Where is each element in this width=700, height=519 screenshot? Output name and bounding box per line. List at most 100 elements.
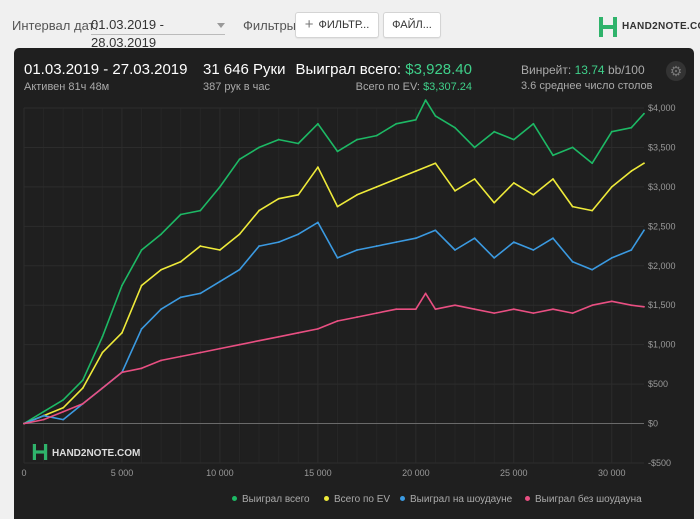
data-point	[140, 249, 143, 251]
data-point	[297, 142, 300, 145]
data-point	[395, 241, 398, 244]
data-point	[277, 335, 280, 338]
legend-item-ev[interactable]: Всего по EV	[324, 494, 390, 505]
data-point	[512, 182, 515, 184]
date-range-value: 01.03.2019 - 28.03.2019	[91, 17, 165, 50]
brand-logo: HAND2NOTE.COM	[598, 16, 700, 38]
filter-button[interactable]: + ФИЛЬТР...	[295, 12, 379, 38]
data-point	[532, 122, 535, 125]
data-point	[356, 193, 358, 196]
y-tick-label: $4,000	[648, 103, 676, 113]
data-point	[473, 237, 476, 240]
data-point	[297, 193, 300, 196]
data-point	[493, 256, 496, 259]
data-point	[81, 387, 84, 389]
y-tick-label: $2,000	[648, 261, 676, 271]
data-point	[454, 304, 456, 307]
data-point	[62, 410, 65, 413]
data-point	[23, 422, 25, 425]
data-point	[552, 237, 554, 240]
data-point	[414, 308, 417, 311]
hand2note-logo-icon	[599, 17, 617, 37]
data-point	[199, 209, 202, 212]
ev-total: Всего по EV: $3,307.24	[356, 81, 472, 93]
data-point	[81, 379, 84, 382]
data-point	[610, 185, 613, 188]
data-point	[121, 284, 123, 287]
data-point	[101, 351, 104, 354]
data-point	[414, 118, 417, 121]
winrate-label: Винрейт:	[521, 63, 572, 77]
data-point	[591, 162, 594, 165]
y-tick-label: $3,000	[648, 182, 676, 192]
data-point	[316, 221, 319, 224]
gear-icon: ⚙	[669, 63, 683, 79]
data-point	[512, 138, 515, 141]
date-interval-label: Интервал дат:	[12, 18, 99, 33]
data-point	[591, 209, 594, 212]
data-point	[375, 134, 378, 137]
data-point	[62, 406, 65, 409]
toolbar: Интервал дат: 01.03.2019 - 28.03.2019 Фи…	[0, 0, 700, 50]
tables-text: 3.6 среднее число столов	[521, 80, 653, 92]
data-point	[316, 327, 319, 330]
data-point	[571, 205, 574, 208]
data-point	[121, 331, 123, 334]
y-tick-label: $500	[648, 379, 668, 389]
data-point	[454, 126, 456, 129]
legend-item-non-showdown[interactable]: Выиграл без шоудауна	[525, 494, 642, 505]
data-point	[316, 166, 319, 169]
legend-dot	[232, 496, 237, 501]
data-point	[258, 209, 261, 212]
y-tick-label: $0	[648, 419, 658, 429]
data-point	[630, 304, 633, 307]
chevron-down-icon	[217, 23, 225, 28]
data-point	[316, 122, 319, 125]
data-point	[258, 339, 261, 342]
settings-button[interactable]: ⚙	[666, 61, 686, 81]
data-point	[199, 292, 202, 295]
won-total: Выиграл всего: $3,928.40	[296, 61, 472, 78]
data-point	[552, 308, 554, 311]
legend-item-showdown[interactable]: Выиграл на шоудауне	[400, 494, 512, 505]
x-tick-label: 25 000	[500, 468, 528, 478]
data-point	[160, 359, 163, 362]
data-point	[414, 237, 417, 240]
data-point	[424, 99, 427, 102]
data-point	[277, 241, 280, 244]
data-point	[356, 316, 358, 318]
graph-panel: 01.03.2019 - 27.03.2019 Активен 81ч 48м …	[14, 48, 694, 519]
data-point	[424, 292, 427, 295]
data-point	[532, 193, 535, 196]
data-point	[258, 245, 261, 247]
file-button[interactable]: ФАЙЛ...	[383, 12, 441, 38]
data-point	[473, 146, 476, 149]
data-point	[643, 112, 645, 115]
y-tick-label: $2,500	[648, 221, 676, 231]
data-point	[179, 355, 182, 358]
data-point	[552, 178, 554, 180]
data-point	[336, 320, 339, 322]
data-point	[277, 197, 280, 200]
data-point	[336, 205, 339, 208]
data-point	[238, 158, 241, 161]
y-tick-label: -$500	[648, 458, 671, 468]
data-point	[532, 312, 535, 315]
chart-watermark: HAND2NOTE.COM	[32, 442, 140, 464]
data-point	[160, 308, 163, 311]
legend-label: Выиграл на шоудауне	[410, 494, 513, 505]
period-text: 01.03.2019 - 27.03.2019	[24, 61, 188, 78]
data-point	[101, 387, 104, 389]
data-point	[160, 233, 163, 236]
data-point	[238, 233, 241, 236]
data-point	[434, 308, 437, 311]
data-point	[512, 308, 515, 311]
series-line-0	[23, 99, 645, 425]
data-point	[630, 170, 633, 173]
bankroll-chart: 0 5 000 10 000 15 000 20 000 25 000 30 000 -$50…	[21, 99, 676, 478]
data-point	[219, 249, 221, 251]
data-point	[219, 280, 221, 283]
legend-item-won-total[interactable]: Выиграл всего	[232, 494, 310, 505]
date-range-select[interactable]: 01.03.2019 - 28.03.2019	[91, 16, 225, 50]
hands-per-hour: 387 рук в час	[203, 81, 271, 93]
